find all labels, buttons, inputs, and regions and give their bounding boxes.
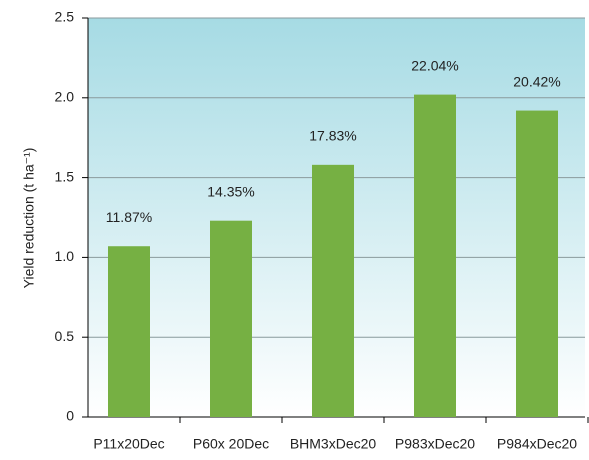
x-tick-label: P60x 20Dec bbox=[193, 436, 269, 452]
bar bbox=[414, 94, 456, 417]
bar bbox=[210, 220, 252, 417]
annotation: 17.83% bbox=[309, 128, 356, 144]
y-tick-label: 0 bbox=[66, 408, 74, 424]
annotation: 14.35% bbox=[207, 183, 254, 199]
annotation: 20.42% bbox=[513, 73, 560, 89]
bar bbox=[312, 164, 354, 417]
y-tick-label: 1.0 bbox=[55, 248, 75, 264]
bar bbox=[516, 110, 558, 418]
y-tick-label: 0.5 bbox=[55, 328, 75, 344]
y-tick-label: 2.0 bbox=[55, 89, 75, 105]
y-tick-label: 2.5 bbox=[55, 9, 75, 25]
y-tick-label: 1.5 bbox=[55, 168, 75, 184]
bar bbox=[108, 246, 150, 417]
x-tick-label: BHM3xDec20 bbox=[290, 436, 377, 452]
x-tick-label: P984xDec20 bbox=[497, 436, 577, 452]
annotation: 22.04% bbox=[411, 57, 458, 73]
x-tick-label: P983xDec20 bbox=[395, 436, 475, 452]
x-tick-label: P11x20Dec bbox=[93, 436, 164, 452]
y-axis-label: Yield reduction (t ha⁻¹) bbox=[21, 148, 37, 289]
annotation: 11.87% bbox=[106, 209, 152, 225]
